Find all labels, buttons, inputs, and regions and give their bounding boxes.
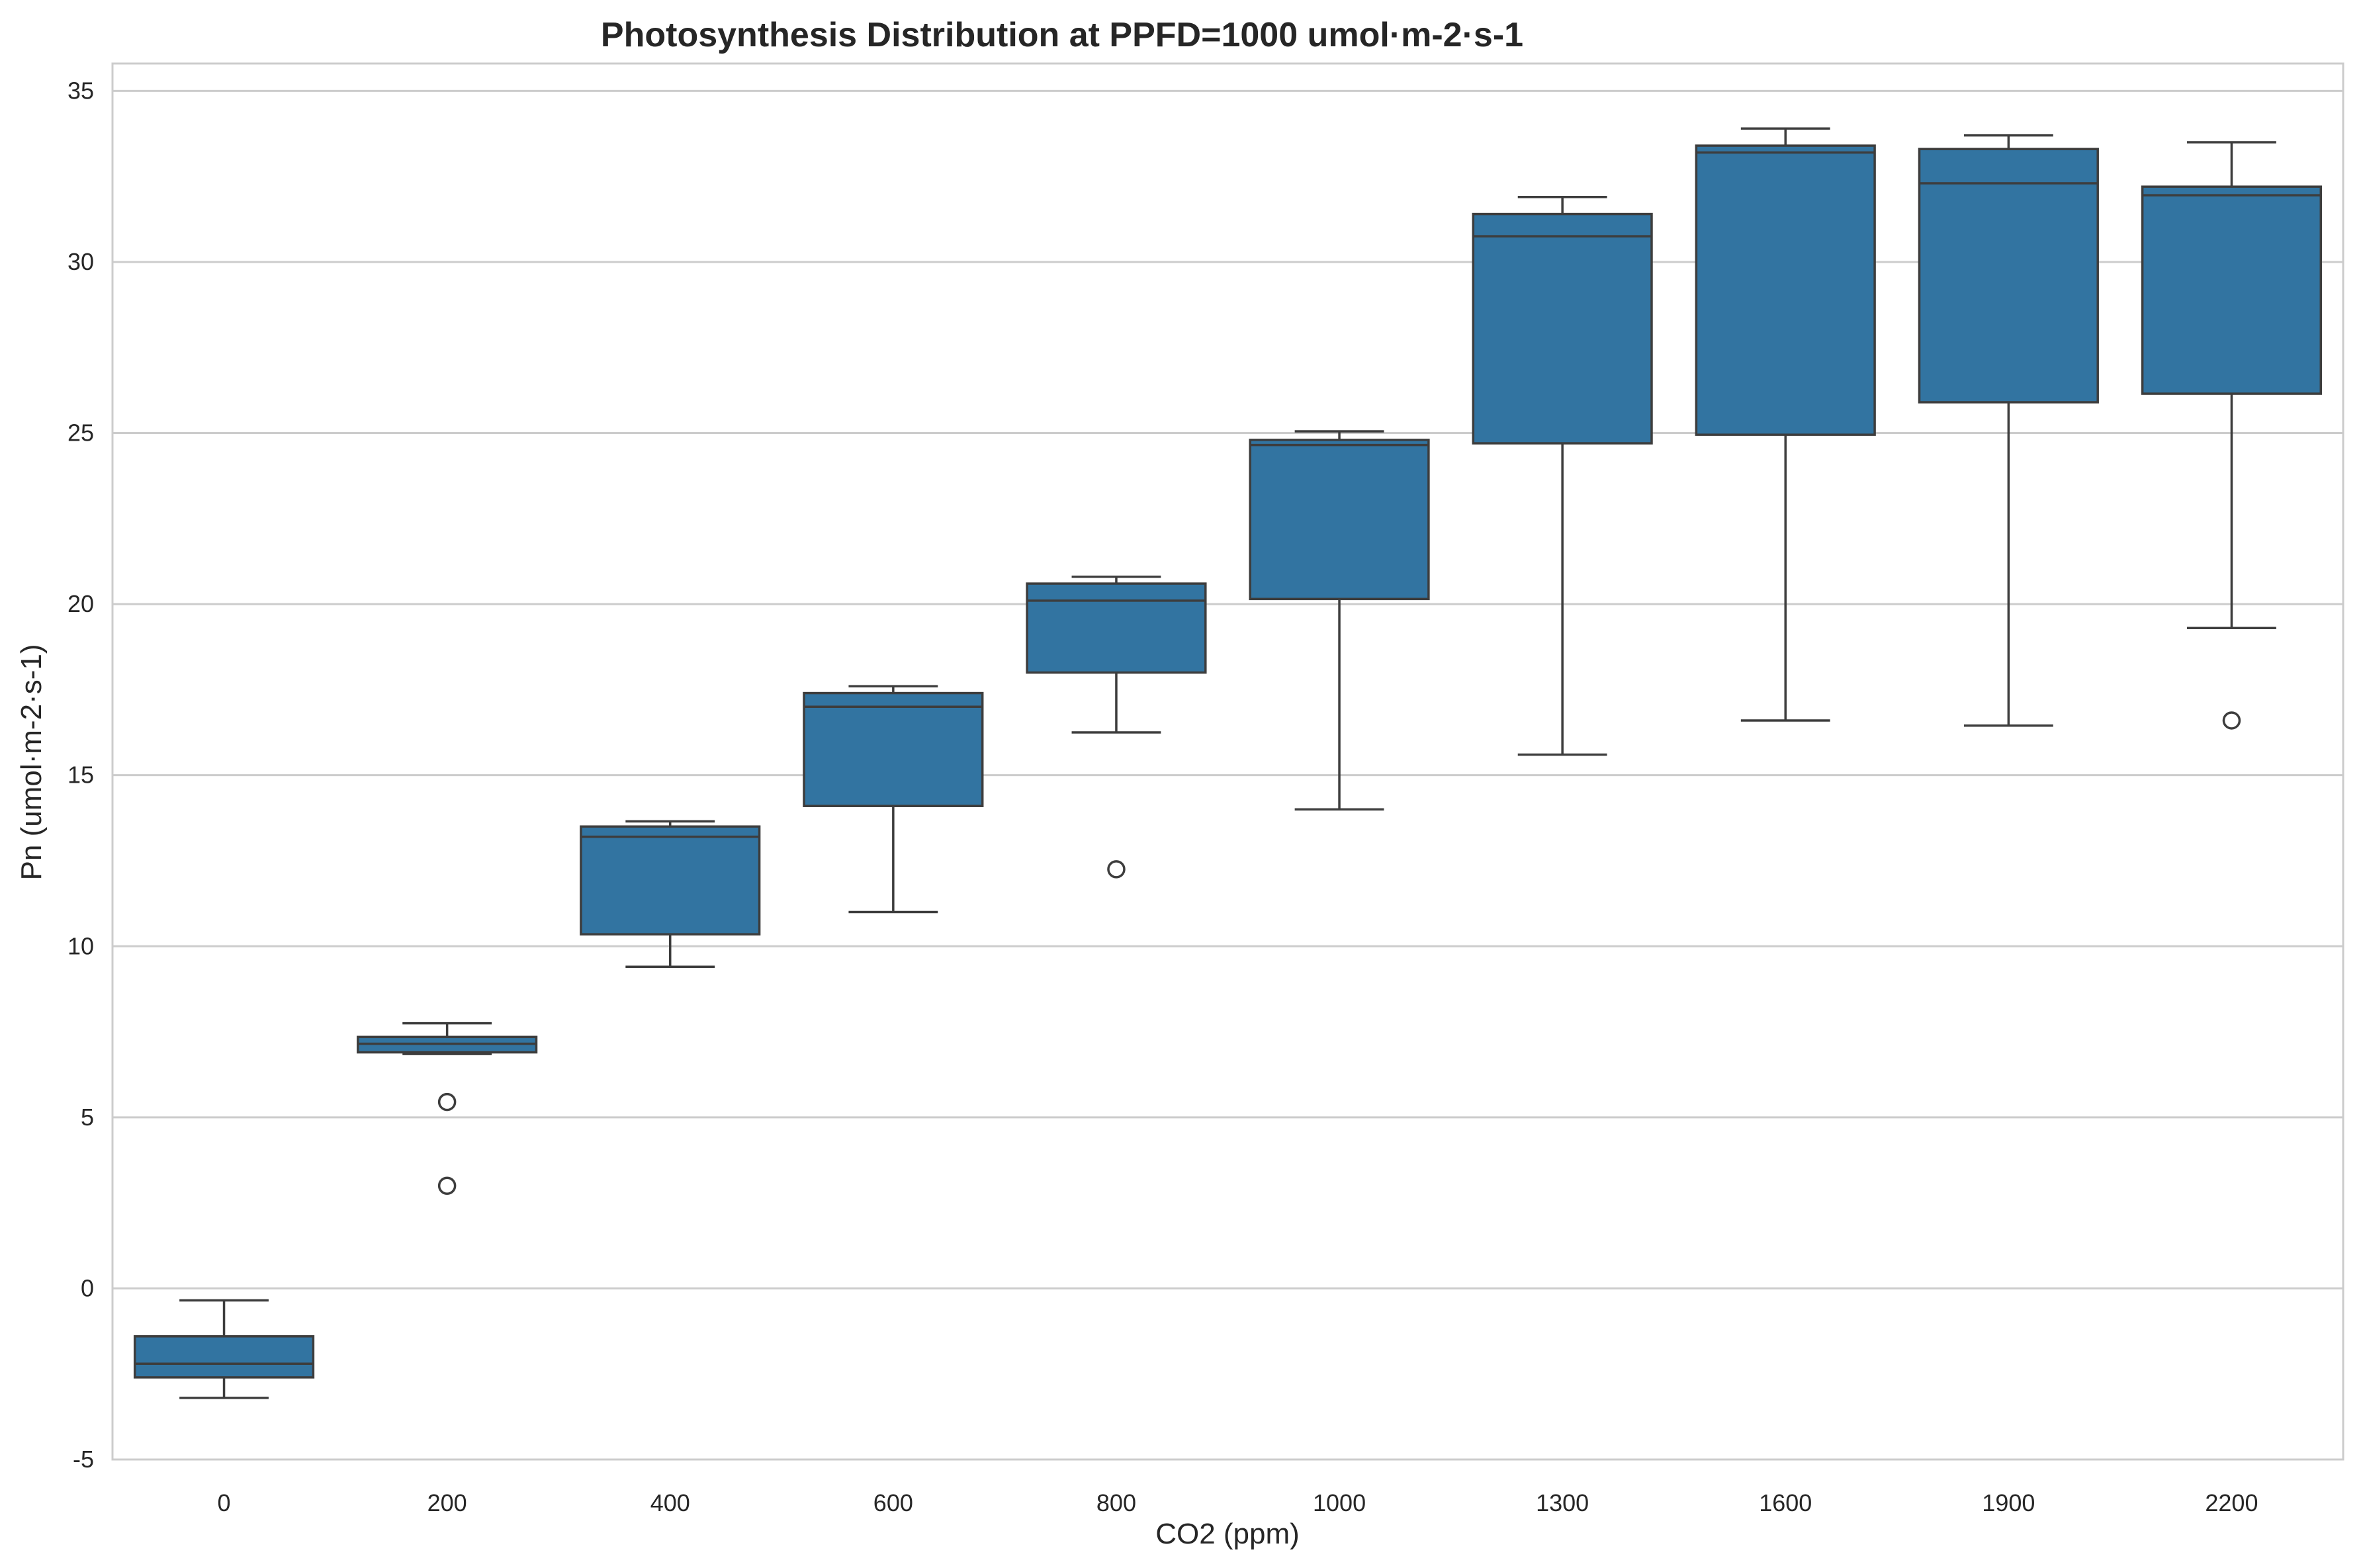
box-iqr (1695, 144, 1876, 436)
x-tick-label: 1900 (1982, 1489, 2035, 1516)
box-iqr (803, 691, 984, 807)
y-tick-label: 10 (67, 932, 94, 959)
box-iqr (580, 825, 761, 936)
box-iqr (133, 1335, 315, 1379)
box-600 (803, 685, 984, 914)
x-tick-label: 1300 (1536, 1489, 1589, 1516)
y-tick-label: 30 (67, 248, 94, 275)
box-1300 (1472, 195, 1653, 756)
box-iqr (1249, 439, 1430, 601)
box-iqr (1026, 582, 1207, 674)
outlier-point (1107, 860, 1126, 879)
box-1900 (1918, 134, 2099, 727)
y-tick-labels: -5 0 5 10 15 20 25 30 35 (67, 77, 94, 1473)
x-tick-label: 400 (650, 1489, 690, 1516)
y-tick-label: 35 (67, 77, 94, 104)
y-tick-label: 15 (67, 762, 94, 789)
x-tick-label: 0 (218, 1489, 231, 1516)
box-iqr (2141, 185, 2323, 395)
y-tick-label: 0 (81, 1274, 94, 1301)
x-tick-label: 200 (427, 1489, 467, 1516)
box-800 (1026, 575, 1207, 879)
y-tick-label: 20 (67, 590, 94, 617)
y-tick-label: 5 (81, 1104, 94, 1131)
y-tick-label: 25 (67, 419, 94, 447)
box-1600 (1695, 127, 1876, 722)
x-tick-labels: 0 200 400 600 800 1000 1300 1600 1900 2200 (218, 1489, 2258, 1516)
outlier-point (437, 1092, 457, 1111)
x-tick-label: 800 (1096, 1489, 1136, 1516)
box-iqr (1918, 148, 2099, 404)
outlier-point (437, 1176, 457, 1196)
box-200 (357, 1022, 538, 1196)
box-400 (580, 820, 761, 969)
y-tick-label: -5 (73, 1446, 94, 1473)
outlier-point (2222, 711, 2241, 730)
box-0 (133, 1299, 315, 1399)
boxes (133, 127, 2323, 1399)
chart-title: Photosynthesis Distribution at PPFD=1000… (601, 16, 1523, 54)
box-2200 (2141, 141, 2323, 730)
box-iqr (1472, 212, 1653, 445)
x-tick-label: 1600 (1759, 1489, 1812, 1516)
box-1000 (1249, 430, 1430, 811)
x-axis-label: CO2 (ppm) (1155, 1518, 1300, 1550)
y-axis-label: Pn (umol·m-2·s-1) (15, 644, 48, 881)
x-tick-label: 2200 (2205, 1489, 2258, 1516)
x-tick-label: 1000 (1313, 1489, 1366, 1516)
x-tick-label: 600 (873, 1489, 913, 1516)
